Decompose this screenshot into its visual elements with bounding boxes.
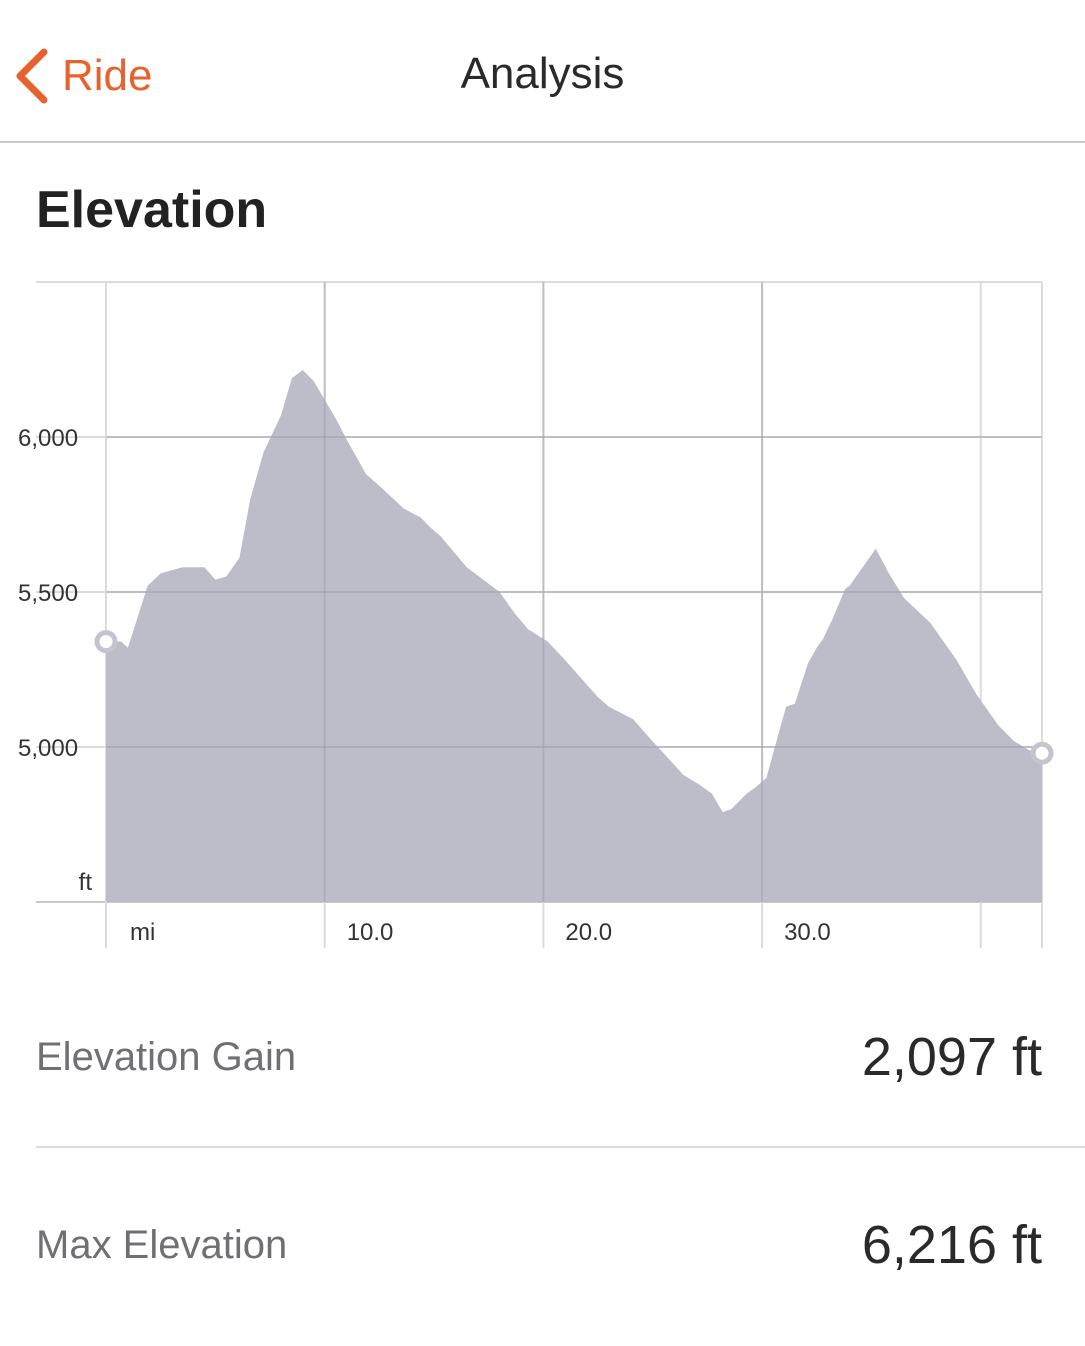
x-tick-label: 30.0 [784,919,831,946]
stat-value: 2,097 ft [861,1027,1042,1087]
stat-label: Elevation Gain [36,1034,297,1079]
elevation-area [106,370,1042,902]
stat-row-elevation-gain: Elevation Gain 2,097 ft [36,1012,1042,1102]
stat-label: Max Elevation [36,1222,288,1267]
x-unit-label: mi [130,919,155,946]
elevation-chart[interactable]: 5,000 5,500 6,000 ft mi 10.0 20.0 30.0 [0,270,1085,960]
section-title: Elevation [36,181,268,239]
elevation-chart-svg: 5,000 5,500 6,000 ft mi 10.0 20.0 30.0 [18,281,1054,948]
row-divider [36,1146,1085,1148]
y-tick-label: 6,000 [18,425,78,452]
x-tick-label: 20.0 [565,919,612,946]
stat-row-max-elevation: Max Elevation 6,216 ft [36,1200,1042,1290]
x-tick-label: 10.0 [347,919,394,946]
nav-bar: Ride Analysis [0,0,1085,143]
back-label: Ride [62,51,153,100]
stat-value: 6,216 ft [861,1215,1042,1275]
end-marker [1030,741,1054,765]
page-title: Analysis [460,49,625,98]
back-button[interactable]: Ride [12,40,153,112]
y-tick-label: 5,000 [18,735,78,762]
start-marker [94,630,118,654]
chevron-left-icon [16,48,48,104]
y-tick-label: 5,500 [18,580,78,607]
y-unit-label: ft [79,869,93,896]
